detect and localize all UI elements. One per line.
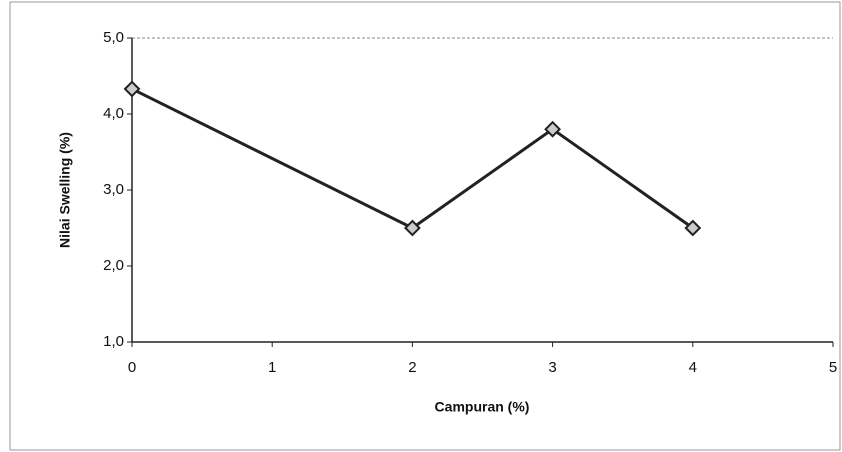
y-tick-label: 3,0: [103, 181, 124, 198]
y-tick-label: 4,0: [103, 105, 124, 122]
y-tick-label: 1,0: [103, 333, 124, 350]
chart-frame: [9, 1, 841, 451]
marker: [403, 219, 421, 237]
marker: [123, 80, 141, 98]
x-tick-label: 4: [689, 359, 697, 376]
x-tick-label: 0: [128, 359, 136, 376]
marker: [684, 219, 702, 237]
y-tick-label: 5,0: [103, 29, 124, 46]
x-tick-label: 2: [408, 359, 416, 376]
x-axis-title: Campuran (%): [435, 399, 530, 415]
x-tick-label: 1: [268, 359, 276, 376]
y-tick-label: 2,0: [103, 257, 124, 274]
x-tick-label: 3: [548, 359, 556, 376]
y-axis-title: Nilai Swelling (%): [57, 132, 73, 248]
line: [131, 87, 694, 230]
marker: [544, 120, 562, 138]
x-tick-label: 5: [829, 359, 837, 376]
